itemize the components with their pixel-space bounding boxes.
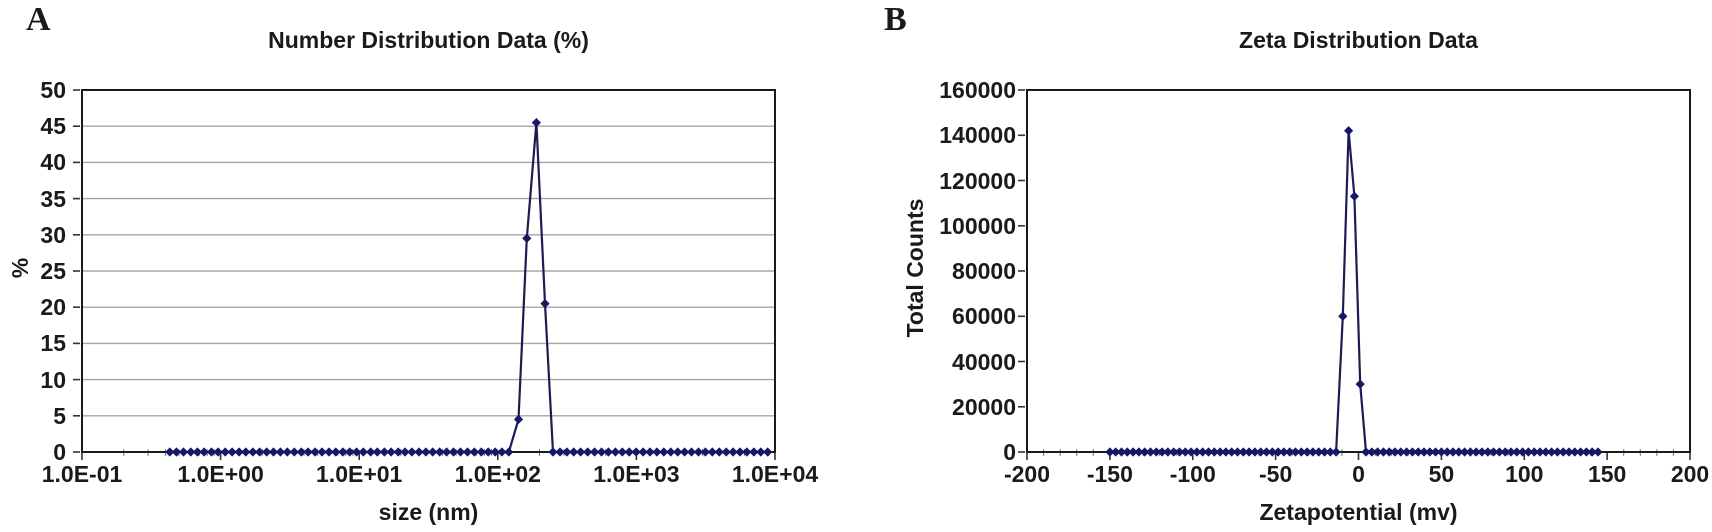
panel-a: A Number Distribution Data (%) % 0 5 10 15 2… xyxy=(7,1,819,525)
y-tick-label: 80000 xyxy=(952,258,1016,284)
y-tick-label: 25 xyxy=(40,258,66,284)
panel-b-x-axis-title: Zetapotential (mv) xyxy=(1259,499,1458,525)
x-tick-label: -200 xyxy=(1003,461,1051,487)
x-tick-label: 150 xyxy=(1587,461,1627,487)
x-tick-label: 1.0E+00 xyxy=(177,461,264,487)
y-tick-label: 0 xyxy=(53,439,66,465)
x-tick-label: 200 xyxy=(1670,461,1710,487)
y-tick-label: 15 xyxy=(40,330,66,357)
x-tick-label: 1.0E+04 xyxy=(731,461,819,487)
y-tick-label: 40000 xyxy=(952,348,1016,375)
y-tick-label: 35 xyxy=(40,185,66,212)
panel-a-chart-title: Number Distribution Data (%) xyxy=(268,27,589,53)
y-tick-label: 60000 xyxy=(952,303,1016,330)
y-tick-label: 45 xyxy=(40,113,66,140)
x-tick-label: 50 xyxy=(1428,461,1455,487)
y-tick-label: 100000 xyxy=(939,212,1016,239)
y-tick-label: 40 xyxy=(40,149,66,176)
x-tick-label: -150 xyxy=(1086,461,1133,487)
y-tick-label: 0 xyxy=(1003,439,1016,465)
y-tick-label: 20000 xyxy=(952,393,1016,420)
y-tick-label: 10 xyxy=(40,366,66,393)
x-tick-label: 0 xyxy=(1352,461,1365,487)
x-tick-label: 1.0E+02 xyxy=(454,461,541,487)
x-tick-label: -100 xyxy=(1169,461,1216,487)
panel-b-chart-title: Zeta Distribution Data xyxy=(1239,27,1478,53)
y-tick-label: 120000 xyxy=(939,167,1016,194)
y-tick-label: 30 xyxy=(40,221,66,248)
x-tick-label: 100 xyxy=(1505,461,1544,487)
y-tick-label: 20 xyxy=(40,294,66,321)
panel-a-x-axis-title: size (nm) xyxy=(378,499,479,525)
y-tick-label: 140000 xyxy=(939,122,1016,149)
x-tick-label: -50 xyxy=(1259,461,1293,487)
y-tick-label: 5 xyxy=(53,402,66,429)
panel-b-plot-area xyxy=(1018,89,1691,460)
panel-a-letter: A xyxy=(26,1,51,38)
y-tick-label: 50 xyxy=(40,77,66,103)
panel-b-letter: B xyxy=(884,1,907,38)
panel-a-plot-area xyxy=(73,89,776,460)
x-tick-label: 1.0E+01 xyxy=(316,461,403,487)
x-tick-label: 1.0E+03 xyxy=(593,461,680,487)
y-tick-label: 160000 xyxy=(939,77,1016,103)
x-tick-label: 1.0E-01 xyxy=(41,461,123,487)
